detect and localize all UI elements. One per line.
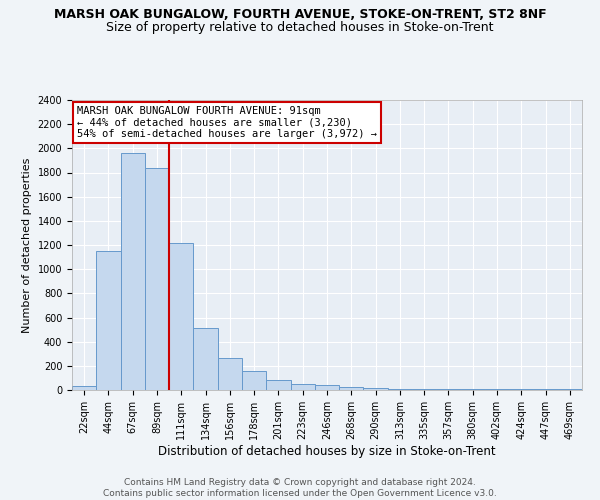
Text: MARSH OAK BUNGALOW FOURTH AVENUE: 91sqm
← 44% of detached houses are smaller (3,: MARSH OAK BUNGALOW FOURTH AVENUE: 91sqm … <box>77 106 377 139</box>
Bar <box>121 153 145 390</box>
Text: Size of property relative to detached houses in Stoke-on-Trent: Size of property relative to detached ho… <box>106 21 494 34</box>
Bar <box>242 372 266 390</box>
Bar <box>266 380 290 390</box>
Bar <box>436 388 461 390</box>
Bar <box>388 388 412 390</box>
Bar <box>72 386 96 390</box>
Bar <box>364 388 388 390</box>
Bar <box>412 389 436 390</box>
Bar <box>145 168 169 390</box>
Bar <box>218 358 242 390</box>
Bar <box>315 384 339 390</box>
X-axis label: Distribution of detached houses by size in Stoke-on-Trent: Distribution of detached houses by size … <box>158 444 496 458</box>
Y-axis label: Number of detached properties: Number of detached properties <box>22 158 32 332</box>
Text: MARSH OAK BUNGALOW, FOURTH AVENUE, STOKE-ON-TRENT, ST2 8NF: MARSH OAK BUNGALOW, FOURTH AVENUE, STOKE… <box>53 8 547 20</box>
Bar <box>339 387 364 390</box>
Text: Contains HM Land Registry data © Crown copyright and database right 2024.
Contai: Contains HM Land Registry data © Crown c… <box>103 478 497 498</box>
Bar <box>290 384 315 390</box>
Bar <box>193 328 218 390</box>
Bar <box>96 251 121 390</box>
Bar <box>169 243 193 390</box>
